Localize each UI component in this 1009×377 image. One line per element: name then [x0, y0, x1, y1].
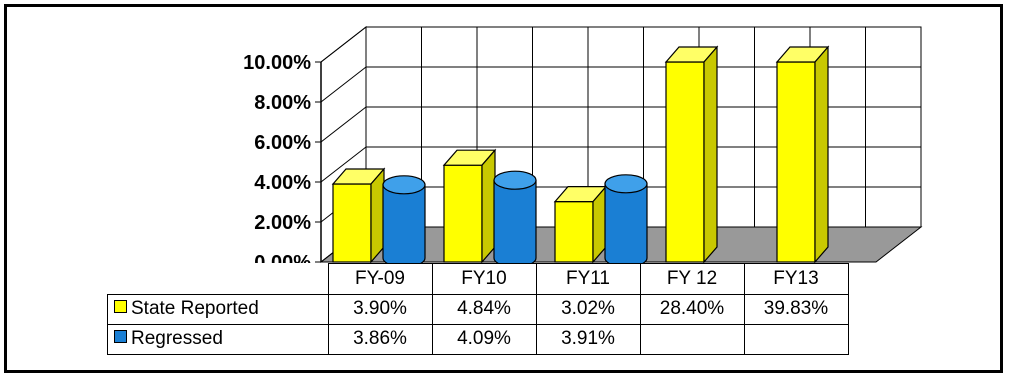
- data-table: FY-09 FY10 FY11 FY 12 FY13 State Reporte…: [107, 263, 849, 355]
- table-corner-cell: [107, 263, 328, 294]
- bar-side-state-reported: [703, 45, 718, 263]
- bar-state-reported: [332, 183, 372, 263]
- y-tick-label: 0.00%: [254, 252, 311, 263]
- gridline-side: [320, 66, 367, 103]
- legend-label: Regressed: [131, 328, 223, 349]
- legend-label: State Reported: [131, 298, 259, 319]
- bar-regressed: [382, 184, 426, 263]
- bar-top-regressed: [493, 170, 537, 190]
- table-header-row: FY-09 FY10 FY11 FY 12 FY13: [107, 263, 849, 295]
- data-label: 28.40%: [639, 293, 745, 325]
- category-label: FY10: [431, 263, 537, 295]
- legend-swatch-state-reported: [114, 300, 127, 314]
- chart-plot: 0.00% 2.00% 4.00% 6.00% 8.00% 10.00%: [243, 25, 923, 263]
- gridline-side: [320, 106, 367, 143]
- bar-regressed: [604, 183, 648, 263]
- data-label: 39.83%: [743, 293, 849, 325]
- bar-side-state-reported: [481, 148, 496, 263]
- data-label: 4.84%: [431, 293, 537, 325]
- legend-swatch-regressed: [114, 330, 127, 344]
- bar-state-reported: [665, 61, 705, 263]
- y-tick-label: 2.00%: [254, 212, 311, 234]
- table-row-regressed: Regressed 3.86% 4.09% 3.91%: [107, 323, 849, 355]
- data-label: 3.02%: [535, 293, 641, 325]
- y-tick-label: 6.00%: [254, 132, 311, 154]
- data-label: 3.91%: [535, 323, 641, 355]
- bar-top-regressed: [382, 175, 426, 195]
- category-label: FY11: [535, 263, 641, 295]
- category-label: FY13: [743, 263, 849, 295]
- gridline-side: [320, 26, 367, 63]
- data-label: 4.09%: [431, 323, 537, 355]
- legend-entry-state-reported: State Reported: [107, 293, 329, 325]
- data-label: 3.90%: [327, 293, 433, 325]
- bar-top-regressed: [604, 174, 648, 194]
- category-label: FY 12: [639, 263, 745, 295]
- bar-state-reported: [554, 201, 594, 263]
- data-label: [743, 323, 849, 355]
- bar-side-state-reported: [814, 45, 829, 263]
- table-row-state-reported: State Reported 3.90% 4.84% 3.02% 28.40% …: [107, 293, 849, 325]
- legend-entry-regressed: Regressed: [107, 323, 329, 355]
- bar-regressed: [493, 179, 537, 263]
- bar-side-state-reported: [370, 167, 385, 263]
- y-tick-label: 10.00%: [243, 52, 311, 74]
- category-label: FY-09: [327, 263, 433, 295]
- y-tick-label: 8.00%: [254, 92, 311, 114]
- data-label: 3.86%: [327, 323, 433, 355]
- bar-state-reported: [776, 61, 816, 263]
- bar-state-reported: [443, 164, 483, 263]
- data-label: [639, 323, 745, 355]
- y-tick-label: 4.00%: [254, 172, 311, 194]
- gridline-side: [320, 146, 367, 183]
